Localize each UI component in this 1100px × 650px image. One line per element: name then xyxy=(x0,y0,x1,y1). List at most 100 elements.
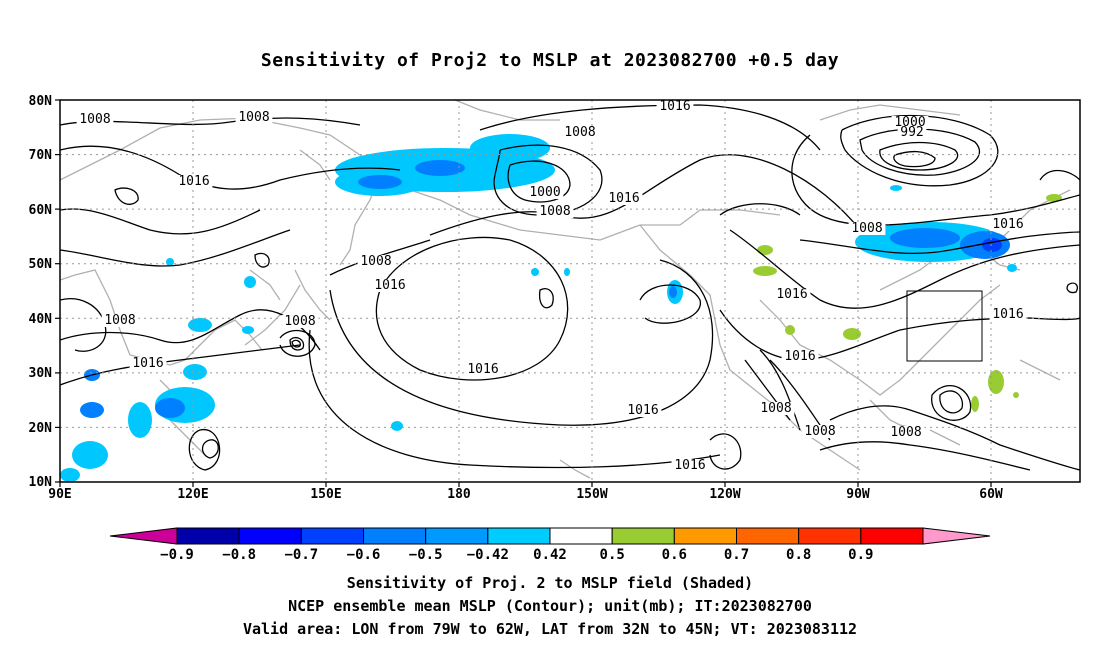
lat-label: 60N xyxy=(29,203,53,218)
contour-label: 1008 xyxy=(284,314,315,329)
colorbar-swatch xyxy=(673,527,737,545)
contour-label: 1008 xyxy=(238,110,269,125)
contour-label-bg xyxy=(357,255,395,268)
contour-label-bg xyxy=(536,205,574,218)
contour-labels: 1008 100810161016100810001008101610161000… xyxy=(76,99,1027,473)
contour-label-bg xyxy=(781,350,819,363)
colorbar-swatch xyxy=(425,527,489,545)
colorbar-label: −0.5 xyxy=(409,547,443,563)
contour-label-bg xyxy=(848,222,886,235)
contour-label-bg xyxy=(235,111,273,124)
colorbar-label: −0.7 xyxy=(284,547,318,563)
contour-label: 1016 xyxy=(674,458,705,473)
latitude-labels: 80N 70N 60N 50N 40N 30N 20N 10N xyxy=(29,94,53,490)
lat-label: 10N xyxy=(29,475,53,490)
caption-shading: Sensitivity of Proj. 2 to MSLP field (Sh… xyxy=(346,574,754,592)
lon-label: 150W xyxy=(576,487,607,502)
lat-label: 20N xyxy=(29,421,53,436)
contour-label: 1000 xyxy=(529,185,560,200)
lat-label: 30N xyxy=(29,366,53,381)
lon-label: 90W xyxy=(846,487,870,502)
axis-ticks xyxy=(55,99,992,487)
contour-label-bg xyxy=(101,314,139,327)
colorbar-label: 0.5 xyxy=(600,547,625,563)
contour-label-bg xyxy=(656,100,694,113)
colorbar-swatch xyxy=(860,527,924,545)
lon-label: 180 xyxy=(447,487,471,502)
contour-label-bg xyxy=(671,459,709,472)
colorbar-label: −0.6 xyxy=(347,547,381,563)
lon-label: 90E xyxy=(48,487,71,502)
longitude-labels: 90E 120E 150E 180 150W 120W 90W 60W xyxy=(48,487,1003,502)
colorbar-swatch xyxy=(238,527,302,545)
grid-lines xyxy=(60,100,1080,482)
contour-label-bg xyxy=(989,218,1027,231)
colorbar-left-arrow xyxy=(109,527,178,545)
contour-label-bg xyxy=(281,315,319,328)
colorbar-swatch xyxy=(549,527,613,545)
contour-label: 992 xyxy=(900,125,923,140)
contour-label: 1016 xyxy=(467,362,498,377)
lon-label: 120W xyxy=(709,487,740,502)
contour-label: 1016 xyxy=(992,307,1023,322)
colorbar-swatch xyxy=(487,527,551,545)
contour-label: 1016 xyxy=(178,174,209,189)
contour-label-bg xyxy=(897,126,927,139)
colorbar-swatch xyxy=(736,527,800,545)
map-plot-area: 1008 100810161016100810001008101610161000… xyxy=(29,94,1081,502)
caption-valid-area: Valid area: LON from 79W to 62W, LAT fro… xyxy=(242,620,858,638)
contour-label: 1008 xyxy=(79,112,110,127)
contour-label: 1008 xyxy=(890,425,921,440)
sensitivity-shading xyxy=(60,134,1062,482)
contour-label: 1008 xyxy=(851,221,882,236)
contour-label: 1008 xyxy=(360,254,391,269)
colorbar-label: 0.8 xyxy=(786,547,811,563)
colorbar-swatch xyxy=(798,527,862,545)
lat-label: 80N xyxy=(29,94,53,109)
colorbar-swatch xyxy=(300,527,365,545)
contour-label: 1016 xyxy=(776,287,807,302)
contour-label-bg xyxy=(464,363,502,376)
contour-label-bg xyxy=(801,425,839,438)
colorbar-swatch xyxy=(611,527,675,545)
contour-label: 1008 xyxy=(104,313,135,328)
contour-label-bg xyxy=(624,404,662,417)
map-frame xyxy=(59,99,1081,483)
chart-title: Sensitivity of Proj2 to MSLP at 20230827… xyxy=(260,50,840,71)
colorbar-label: 0.6 xyxy=(662,547,687,563)
contour-label-bg xyxy=(891,116,929,129)
lat-label: 50N xyxy=(29,257,53,272)
contour-label-bg xyxy=(526,186,564,199)
contour-label-bg xyxy=(605,192,643,205)
contour-label: 1008 xyxy=(564,125,595,140)
contour-label: 1016 xyxy=(627,403,658,418)
valid-area-box xyxy=(906,290,983,362)
colorbar-label: 0.9 xyxy=(848,547,873,563)
contour-label-bg xyxy=(129,357,167,370)
contour-label: 1016 xyxy=(374,278,405,293)
contour-label-bg xyxy=(773,288,811,301)
contour-label-bg xyxy=(989,308,1027,321)
colorbar-label: 0.42 xyxy=(533,547,567,563)
contour-label: 1008 xyxy=(539,204,570,219)
contour-label-bg xyxy=(561,126,599,139)
contour-label-bg xyxy=(371,279,409,292)
lon-label: 120E xyxy=(177,487,208,502)
contour-label-bg xyxy=(757,402,795,415)
colorbar-swatch xyxy=(176,527,240,545)
colorbar-right-arrow xyxy=(922,527,991,545)
lon-label: 60W xyxy=(979,487,1003,502)
colorbar-label: 0.7 xyxy=(724,547,749,563)
colorbar: −0.9 −0.8 −0.7 −0.6 −0.5 −0.42 0.42 0.5 0.6 0.7 0.… xyxy=(109,527,991,563)
contour-label: 1008 xyxy=(760,401,791,416)
lat-label: 70N xyxy=(29,148,53,163)
contour-label: 1008 xyxy=(804,424,835,439)
contour-label: 1016 xyxy=(659,99,690,114)
colorbar-label: −0.8 xyxy=(222,547,256,563)
contour-label: 1016 xyxy=(132,356,163,371)
caption-contour: NCEP ensemble mean MSLP (Contour); unit(… xyxy=(288,597,812,615)
lon-label: 150E xyxy=(310,487,341,502)
contour-label-bg xyxy=(76,113,114,126)
colorbar-label: −0.9 xyxy=(160,547,194,563)
contour-label-bg xyxy=(175,175,213,188)
